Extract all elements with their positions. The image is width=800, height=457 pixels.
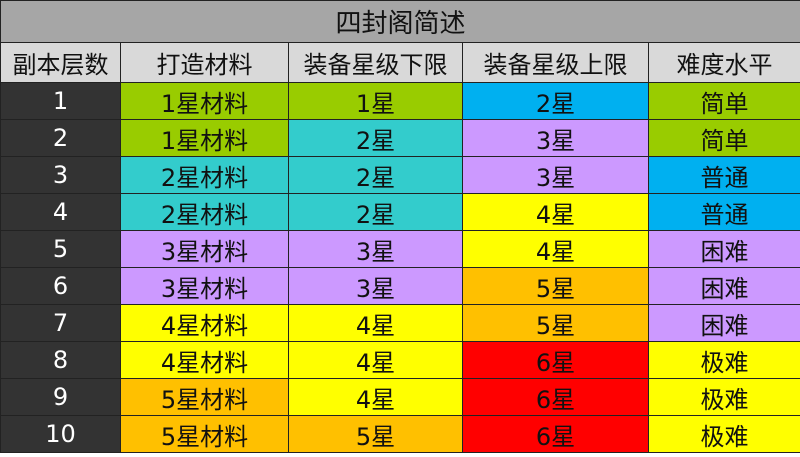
cell-difficulty: 极难 <box>648 341 800 379</box>
cell-difficulty: 普通 <box>648 156 800 194</box>
header-material: 打造材料 <box>120 42 289 83</box>
cell-difficulty: 困难 <box>648 230 800 268</box>
cell-max-star: 4星 <box>462 193 649 231</box>
cell-min-star: 2星 <box>288 193 463 231</box>
cell-difficulty: 困难 <box>648 304 800 342</box>
table-row: 9 5星材料 4星 6星 极难 <box>0 378 800 416</box>
table-row: 7 4星材料 4星 5星 困难 <box>0 304 800 342</box>
table-row: 3 2星材料 2星 3星 普通 <box>0 156 800 194</box>
cell-difficulty: 简单 <box>648 119 800 157</box>
title-row: 四封阁简述 <box>0 0 800 43</box>
cell-material: 5星材料 <box>120 415 289 453</box>
cell-level: 10 <box>0 415 121 453</box>
cell-min-star: 1星 <box>288 82 463 120</box>
cell-max-star: 3星 <box>462 119 649 157</box>
cell-max-star: 2星 <box>462 82 649 120</box>
cell-max-star: 5星 <box>462 267 649 305</box>
cell-max-star: 4星 <box>462 230 649 268</box>
header-max-star: 装备星级上限 <box>462 42 649 83</box>
cell-max-star: 6星 <box>462 415 649 453</box>
cell-material: 2星材料 <box>120 193 289 231</box>
cell-level: 1 <box>0 82 121 120</box>
cell-material: 4星材料 <box>120 341 289 379</box>
cell-material: 1星材料 <box>120 82 289 120</box>
cell-level: 8 <box>0 341 121 379</box>
table-row: 2 1星材料 2星 3星 简单 <box>0 119 800 157</box>
cell-min-star: 2星 <box>288 119 463 157</box>
cell-level: 7 <box>0 304 121 342</box>
cell-min-star: 5星 <box>288 415 463 453</box>
cell-difficulty: 简单 <box>648 82 800 120</box>
cell-difficulty: 极难 <box>648 415 800 453</box>
cell-min-star: 4星 <box>288 304 463 342</box>
cell-max-star: 5星 <box>462 304 649 342</box>
cell-material: 3星材料 <box>120 230 289 268</box>
cell-min-star: 3星 <box>288 230 463 268</box>
cell-difficulty: 普通 <box>648 193 800 231</box>
cell-difficulty: 极难 <box>648 378 800 416</box>
cell-material: 5星材料 <box>120 378 289 416</box>
cell-level: 3 <box>0 156 121 194</box>
table-row: 6 3星材料 3星 5星 困难 <box>0 267 800 305</box>
cell-material: 3星材料 <box>120 267 289 305</box>
cell-material: 1星材料 <box>120 119 289 157</box>
cell-difficulty: 困难 <box>648 267 800 305</box>
cell-level: 9 <box>0 378 121 416</box>
cell-min-star: 4星 <box>288 378 463 416</box>
header-min-star: 装备星级下限 <box>288 42 463 83</box>
cell-level: 4 <box>0 193 121 231</box>
cell-min-star: 2星 <box>288 156 463 194</box>
cell-max-star: 6星 <box>462 341 649 379</box>
table-row: 8 4星材料 4星 6星 极难 <box>0 341 800 379</box>
cell-material: 4星材料 <box>120 304 289 342</box>
header-difficulty: 难度水平 <box>648 42 800 83</box>
table-title: 四封阁简述 <box>0 0 800 43</box>
table-row: 5 3星材料 3星 4星 困难 <box>0 230 800 268</box>
cell-min-star: 3星 <box>288 267 463 305</box>
cell-max-star: 6星 <box>462 378 649 416</box>
table-row: 4 2星材料 2星 4星 普通 <box>0 193 800 231</box>
cell-level: 6 <box>0 267 121 305</box>
cell-min-star: 4星 <box>288 341 463 379</box>
table-row: 1 1星材料 1星 2星 简单 <box>0 82 800 120</box>
table-row: 10 5星材料 5星 6星 极难 <box>0 415 800 453</box>
cell-material: 2星材料 <box>120 156 289 194</box>
cell-level: 5 <box>0 230 121 268</box>
header-row: 副本层数 打造材料 装备星级下限 装备星级上限 难度水平 <box>0 42 800 83</box>
header-level: 副本层数 <box>0 42 121 83</box>
cell-max-star: 3星 <box>462 156 649 194</box>
cell-level: 2 <box>0 119 121 157</box>
